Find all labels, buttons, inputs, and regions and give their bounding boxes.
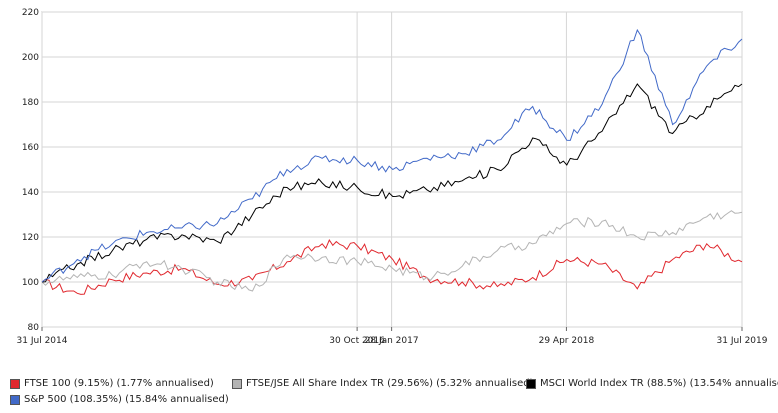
x-tick-label: 28 Jan 2017: [365, 336, 419, 346]
legend-label: FTSE 100 (9.15%) (1.77% annualised): [24, 378, 214, 389]
series-line: [41, 210, 743, 292]
series-line: [41, 28, 743, 283]
legend-swatch: [232, 379, 242, 389]
y-tick-label: 200: [22, 53, 39, 63]
x-tick-label: 30 Oct 2016: [329, 336, 385, 346]
legend-label: MSCI World Index TR (88.5%) (13.54% annu…: [540, 378, 778, 389]
y-tick-label: 80: [28, 323, 40, 333]
legend-swatch: [10, 395, 20, 405]
y-tick-label: 100: [22, 278, 39, 288]
legend-swatch: [526, 379, 536, 389]
line-chart: 80 100 120 140 160 180 200 220 31 Jul 2014 30 Oct…: [17, 8, 768, 346]
legend-label: FTSE/JSE All Share Index TR (29.56%) (5.…: [246, 378, 534, 389]
legend-item: S&P 500 (108.35%) (15.84% annualised): [10, 392, 229, 408]
y-tick-label: 120: [22, 233, 39, 243]
legend-item: FTSE/JSE All Share Index TR (29.56%) (5.…: [232, 376, 533, 392]
y-tick-label: 160: [22, 143, 39, 153]
series-line: [41, 83, 743, 283]
x-tick-label: 29 Apr 2018: [539, 336, 595, 346]
series-line: [41, 238, 743, 295]
legend-item: MSCI World Index TR (88.5%) (13.54% annu…: [526, 376, 778, 392]
x-tick-label: 31 Jul 2019: [717, 336, 768, 346]
legend-label: S&P 500 (108.35%) (15.84% annualised): [24, 394, 229, 405]
y-tick-label: 180: [22, 98, 39, 108]
x-tick-label: 31 Jul 2014: [17, 336, 68, 346]
legend-swatch: [10, 379, 20, 389]
series-lines: [41, 28, 743, 295]
axes: 80 100 120 140 160 180 200 220 31 Jul 2014 30 Oct…: [17, 8, 768, 346]
legend-item: FTSE 100 (9.15%) (1.77% annualised): [10, 376, 214, 392]
y-tick-label: 140: [22, 188, 39, 198]
y-tick-label: 220: [22, 8, 39, 18]
